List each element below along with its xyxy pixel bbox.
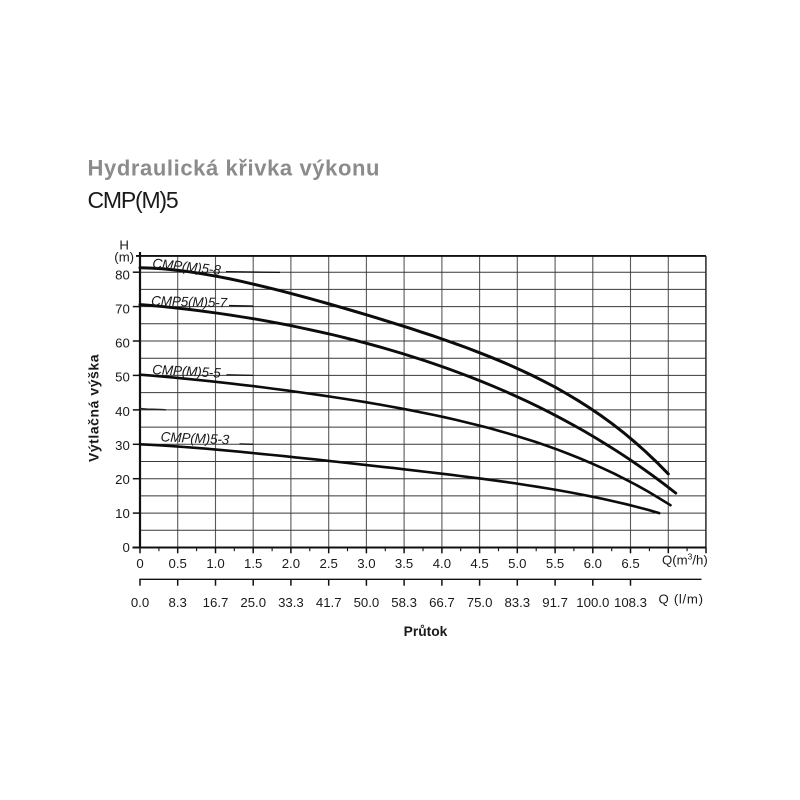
svg-text:CMP(M)5-5: CMP(M)5-5	[152, 362, 222, 381]
svg-text:3.5: 3.5	[395, 556, 413, 571]
svg-text:16.7: 16.7	[203, 595, 229, 610]
svg-text:70: 70	[115, 302, 130, 317]
svg-text:Hydraulická křivka výkonu: Hydraulická křivka výkonu	[88, 156, 381, 181]
svg-text:60: 60	[115, 336, 130, 351]
svg-text:33.3: 33.3	[278, 595, 304, 610]
svg-text:2.5: 2.5	[320, 556, 338, 571]
svg-text:10: 10	[115, 506, 130, 521]
svg-text:Q (l/m): Q (l/m)	[659, 592, 704, 607]
svg-text:30: 30	[115, 438, 130, 453]
svg-text:20: 20	[115, 472, 130, 487]
svg-text:8.3: 8.3	[169, 595, 187, 610]
svg-text:50: 50	[115, 370, 130, 385]
svg-text:Q(m3/h): Q(m3/h)	[662, 552, 708, 568]
svg-text:5.5: 5.5	[546, 556, 564, 571]
svg-text:50.0: 50.0	[354, 595, 380, 610]
svg-text:6.0: 6.0	[584, 556, 602, 571]
svg-text:91.7: 91.7	[542, 595, 568, 610]
svg-text:40: 40	[115, 404, 130, 419]
svg-text:H: H	[119, 238, 129, 253]
svg-text:(m): (m)	[114, 249, 134, 264]
svg-text:5.0: 5.0	[508, 556, 526, 571]
svg-text:100.0: 100.0	[576, 595, 609, 610]
svg-text:66.7: 66.7	[429, 595, 455, 610]
svg-text:41.7: 41.7	[316, 595, 342, 610]
svg-text:3.0: 3.0	[357, 556, 375, 571]
svg-text:0: 0	[136, 556, 143, 571]
svg-text:6.5: 6.5	[621, 556, 639, 571]
svg-text:Průtok: Průtok	[404, 624, 448, 639]
svg-text:1.5: 1.5	[244, 556, 262, 571]
svg-text:CMP(M)5-8: CMP(M)5-8	[152, 256, 222, 278]
svg-text:0.0: 0.0	[131, 595, 149, 610]
svg-text:CMP5(M)5-7: CMP5(M)5-7	[151, 293, 228, 310]
svg-text:Výtlačná výška: Výtlačná výška	[85, 354, 101, 462]
svg-text:80: 80	[115, 268, 130, 283]
svg-text:4.5: 4.5	[470, 556, 488, 571]
svg-text:2.0: 2.0	[282, 556, 300, 571]
svg-text:0.5: 0.5	[169, 556, 187, 571]
svg-text:108.3: 108.3	[614, 595, 647, 610]
svg-text:83.3: 83.3	[504, 595, 530, 610]
svg-text:CMP(M)5-3: CMP(M)5-3	[160, 429, 230, 447]
svg-text:75.0: 75.0	[467, 595, 493, 610]
svg-text:25.0: 25.0	[240, 595, 266, 610]
svg-text:4.0: 4.0	[433, 556, 451, 571]
svg-text:0: 0	[122, 540, 129, 555]
svg-text:1.0: 1.0	[206, 556, 224, 571]
svg-text:58.3: 58.3	[391, 595, 417, 610]
svg-text:CMP(M)5: CMP(M)5	[88, 187, 178, 213]
